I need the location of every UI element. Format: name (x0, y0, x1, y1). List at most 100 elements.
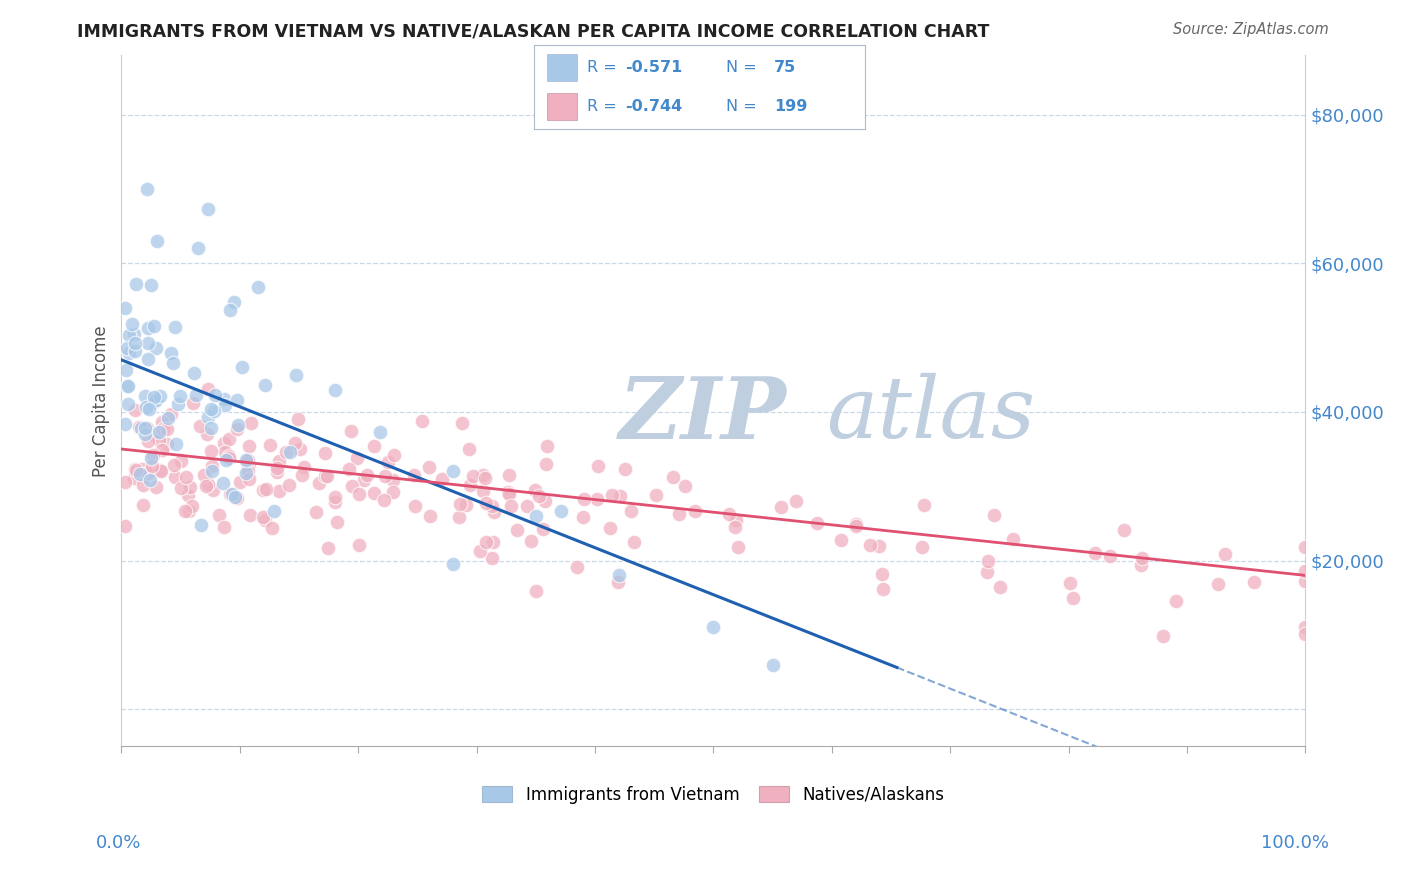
Point (200, 401, 222, 416)
Point (524, 483, 547, 498)
Point (1062, 591, 1084, 605)
Point (221, 487, 243, 501)
Point (450, 416, 472, 430)
Point (138, 402, 160, 417)
Point (496, 485, 519, 500)
Point (235, 466, 257, 480)
Point (160, 408, 183, 422)
Point (724, 520, 747, 534)
Point (136, 466, 159, 480)
Point (152, 422, 174, 436)
Point (377, 455, 399, 469)
Point (381, 485, 404, 500)
Point (128, 420, 150, 434)
Point (142, 428, 165, 442)
Point (193, 467, 215, 482)
Point (188, 419, 211, 434)
Point (599, 520, 621, 534)
Point (314, 469, 336, 483)
Point (520, 534, 543, 549)
Point (236, 465, 259, 479)
Point (174, 470, 197, 484)
Point (202, 483, 225, 498)
Point (212, 435, 235, 450)
Point (449, 509, 471, 524)
Point (214, 445, 236, 459)
Point (269, 454, 291, 468)
Point (131, 462, 153, 476)
Point (524, 508, 547, 523)
Point (253, 378, 276, 392)
Point (155, 437, 177, 451)
Point (226, 422, 249, 436)
Point (145, 480, 167, 494)
Point (291, 467, 314, 482)
Point (179, 480, 201, 494)
Point (222, 295, 245, 310)
Point (134, 389, 156, 403)
Point (149, 462, 172, 476)
Point (162, 356, 184, 370)
Text: 0.0%: 0.0% (96, 834, 141, 852)
Point (117, 397, 139, 411)
Point (506, 523, 529, 537)
Point (474, 470, 496, 484)
Point (1294, 564, 1316, 578)
Point (215, 452, 238, 467)
Point (225, 393, 247, 408)
Point (125, 463, 148, 477)
Point (117, 379, 139, 393)
Point (481, 500, 503, 514)
Point (141, 451, 163, 466)
Point (197, 409, 219, 424)
Point (976, 565, 998, 579)
Point (1294, 574, 1316, 589)
Text: -0.571: -0.571 (626, 60, 682, 75)
Point (263, 503, 285, 517)
Point (181, 396, 204, 410)
Point (845, 516, 868, 531)
Point (340, 479, 363, 493)
Point (201, 459, 224, 474)
Legend: Immigrants from Vietnam, Natives/Alaskans: Immigrants from Vietnam, Natives/Alaskan… (475, 780, 952, 811)
Point (1243, 574, 1265, 589)
Point (441, 464, 464, 478)
Y-axis label: Per Capita Income: Per Capita Income (93, 325, 110, 476)
Point (524, 584, 547, 599)
Point (214, 398, 236, 412)
Point (252, 483, 274, 497)
Point (718, 508, 741, 522)
Point (499, 499, 522, 513)
Point (668, 507, 690, 521)
Point (142, 395, 165, 409)
Point (238, 472, 260, 486)
Point (325, 515, 347, 529)
Text: R =: R = (588, 60, 621, 75)
Point (125, 277, 148, 291)
Point (238, 453, 260, 467)
Point (139, 278, 162, 293)
Point (148, 425, 170, 439)
Point (187, 241, 209, 255)
Point (868, 540, 890, 554)
Point (983, 508, 1005, 523)
Point (121, 317, 143, 331)
Point (208, 508, 231, 522)
Point (572, 510, 595, 524)
Point (141, 458, 163, 473)
Point (150, 464, 173, 478)
Point (419, 509, 441, 524)
Point (212, 475, 235, 490)
Point (284, 436, 307, 450)
Point (977, 553, 1000, 567)
Point (323, 490, 346, 504)
Point (118, 327, 141, 342)
Point (1213, 548, 1236, 562)
Point (176, 488, 198, 502)
Point (1129, 558, 1152, 572)
Point (1294, 540, 1316, 554)
Text: R =: R = (588, 99, 621, 114)
Point (114, 417, 136, 431)
Point (124, 335, 146, 350)
Point (418, 459, 440, 474)
